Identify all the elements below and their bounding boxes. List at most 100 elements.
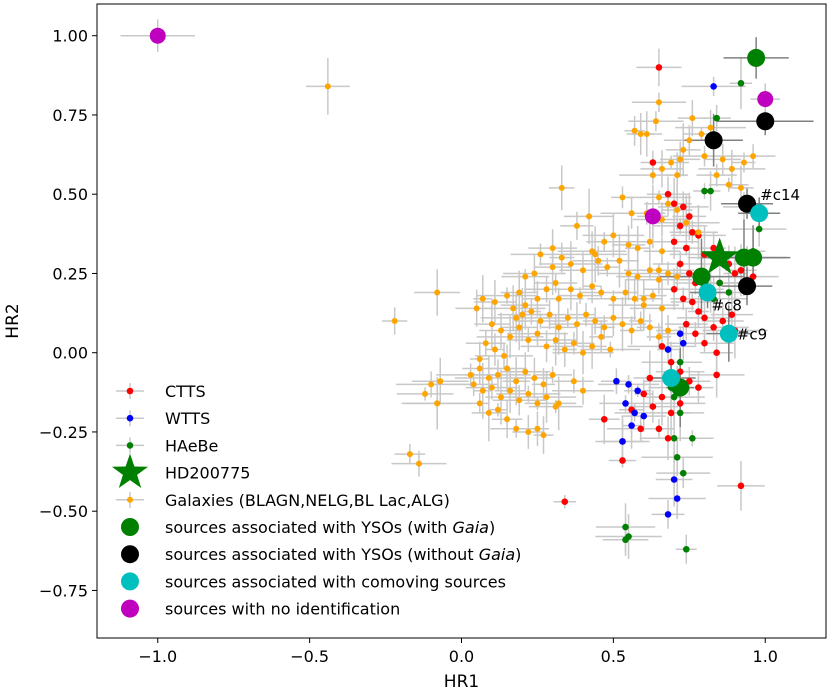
galaxies-point xyxy=(434,289,441,296)
galaxies-point xyxy=(491,346,498,353)
ctts-point xyxy=(667,409,675,417)
ctts-point xyxy=(682,244,690,252)
galaxies-point xyxy=(406,451,413,458)
wtts-point xyxy=(670,476,678,483)
galaxies-point xyxy=(674,172,681,179)
ctts-point xyxy=(640,390,648,398)
galaxies-point xyxy=(637,130,644,137)
galaxies-point xyxy=(683,219,690,226)
galaxies-point xyxy=(725,181,732,188)
ctts-point xyxy=(719,317,727,325)
ctts-point xyxy=(689,298,696,306)
annotation-label: #c14 xyxy=(760,186,800,204)
ctts-point xyxy=(728,311,736,318)
legend-label: sources associated with YSOs (with Gaia) xyxy=(165,518,495,537)
nogaia-point xyxy=(756,112,775,131)
galaxies-point xyxy=(504,416,511,423)
galaxies-point xyxy=(473,305,480,312)
galaxies-point xyxy=(522,368,529,375)
ctts-point xyxy=(701,314,708,322)
galaxies-point xyxy=(561,346,568,353)
galaxies-point xyxy=(549,371,556,378)
galaxies-point xyxy=(665,327,672,334)
galaxies-point xyxy=(610,232,617,239)
galaxies-point xyxy=(658,305,665,312)
galaxies-point xyxy=(616,257,623,264)
y-tick-label: 0.50 xyxy=(52,185,88,204)
wtts-point xyxy=(631,409,638,417)
ctts-point xyxy=(619,457,626,464)
galaxies-point xyxy=(476,400,483,407)
galaxies-point xyxy=(324,83,331,90)
ctts-point xyxy=(689,228,696,236)
galaxies-point xyxy=(531,270,538,277)
legend-item-haebe: HAeBe xyxy=(116,436,218,455)
galaxies-point xyxy=(604,264,611,271)
galaxies-point xyxy=(543,286,550,293)
x-tick-label: 0.5 xyxy=(601,647,626,666)
galaxies-point xyxy=(583,311,590,318)
galaxies-point xyxy=(607,346,614,353)
ctts-point xyxy=(686,270,693,277)
ctts-point xyxy=(679,203,687,211)
x-tick-label: −1.0 xyxy=(138,647,177,666)
galaxies-point xyxy=(537,318,544,324)
ctts-point xyxy=(664,190,672,198)
galaxies-point xyxy=(555,295,562,302)
galaxies-point xyxy=(668,159,675,166)
galaxies-point xyxy=(610,314,617,321)
haebe-point xyxy=(625,533,632,540)
haebe-point xyxy=(713,114,720,122)
ctts-point xyxy=(710,244,717,252)
galaxies-point xyxy=(516,397,523,404)
galaxies-point xyxy=(576,292,583,299)
galaxies-point xyxy=(567,260,574,267)
tick-layer: −1.0 −0.5 0.0 0.5 1.0 −0.75 −0.50 −0.25 0.00 0.25… xyxy=(39,27,778,666)
ctts-point xyxy=(658,343,666,350)
haebe-point xyxy=(707,187,714,195)
haebe-point xyxy=(701,187,708,195)
galaxies-point xyxy=(698,130,705,137)
galaxies-point xyxy=(750,153,757,160)
galaxies-point xyxy=(528,308,535,315)
ctts-point xyxy=(670,238,678,246)
wtts-point xyxy=(613,377,620,385)
galaxies-point xyxy=(555,400,562,407)
ctts-point xyxy=(670,200,678,208)
ctts-point xyxy=(649,159,657,166)
galaxies-point xyxy=(622,289,629,296)
galaxies-point xyxy=(646,238,653,245)
galaxies-point xyxy=(470,381,477,388)
galaxies-point xyxy=(525,390,532,397)
ctts-point xyxy=(637,425,645,433)
x-tick-label: 1.0 xyxy=(753,647,778,666)
y-tick-label: −0.50 xyxy=(39,502,88,521)
galaxies-point xyxy=(525,337,532,344)
legend-marker xyxy=(126,442,134,449)
galaxies-point xyxy=(649,172,656,179)
ctts-point xyxy=(649,403,657,410)
galaxies-point xyxy=(558,184,565,191)
noid-point xyxy=(757,91,774,108)
ctts-point xyxy=(682,320,690,328)
gaia-point xyxy=(744,248,763,267)
galaxies-point xyxy=(428,381,435,388)
galaxies-point xyxy=(504,365,511,372)
haebe-point xyxy=(670,434,678,442)
galaxies-point xyxy=(713,172,720,179)
galaxies-point xyxy=(595,257,602,264)
galaxies-point xyxy=(494,406,501,413)
galaxies-point xyxy=(589,343,596,350)
galaxies-point xyxy=(655,267,662,274)
galaxies-point xyxy=(507,333,514,340)
galaxies-point xyxy=(491,298,498,305)
galaxies-point xyxy=(592,318,599,324)
galaxies-point xyxy=(476,365,483,372)
galaxies-point xyxy=(674,207,681,214)
galaxies-point xyxy=(601,238,608,245)
legend-marker xyxy=(126,387,134,395)
galaxies-point xyxy=(640,302,647,309)
haebe-point xyxy=(725,289,733,296)
ctts-point xyxy=(692,330,699,337)
legend-item-wtts: WTTS xyxy=(116,409,210,428)
